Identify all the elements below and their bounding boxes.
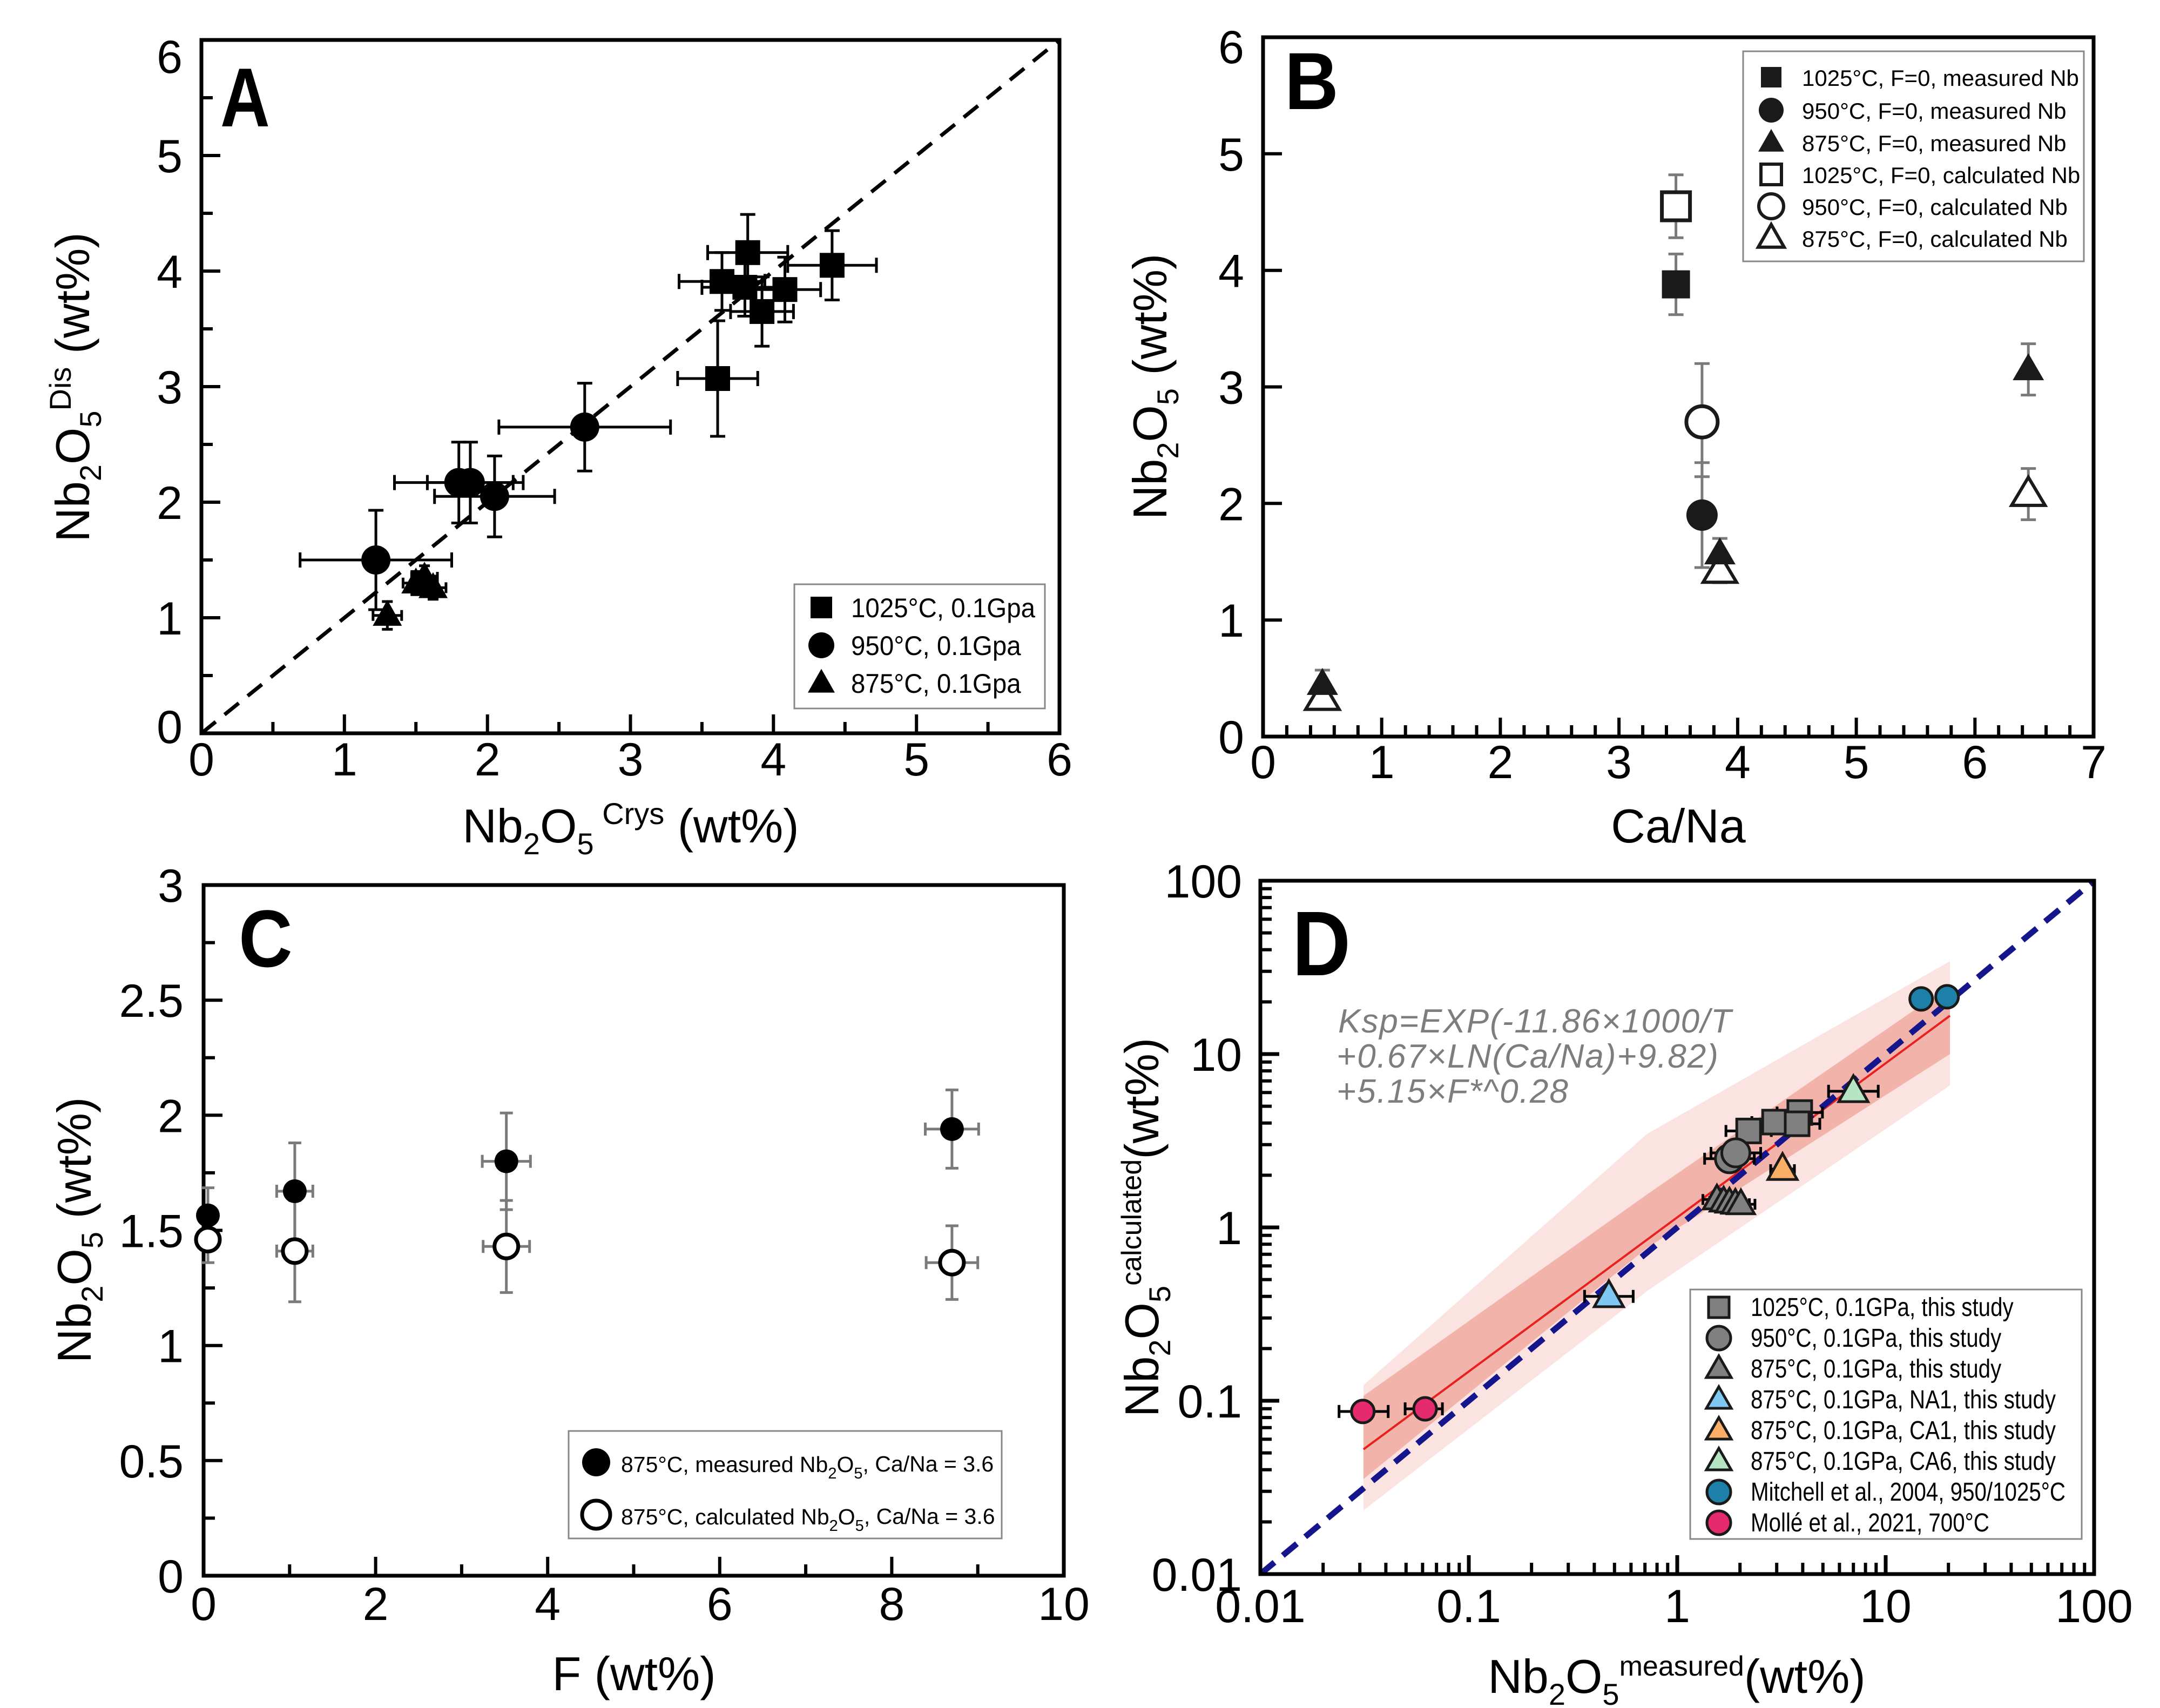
svg-text:875°C, 0.1Gpa: 875°C, 0.1Gpa bbox=[851, 669, 1022, 699]
svg-text:F (wt%): F (wt%) bbox=[552, 1647, 716, 1700]
svg-text:Nb2O5 Crys (wt%): Nb2O5 Crys (wt%) bbox=[462, 796, 799, 861]
svg-text:5: 5 bbox=[1218, 129, 1244, 181]
svg-text:875°C, 0.1GPa, CA1, this study: 875°C, 0.1GPa, CA1, this study bbox=[1751, 1416, 2056, 1445]
svg-text:D: D bbox=[1292, 892, 1351, 995]
svg-text:0.01: 0.01 bbox=[1215, 1581, 1305, 1632]
svg-text:1: 1 bbox=[1218, 595, 1244, 647]
svg-text:2.5: 2.5 bbox=[119, 975, 184, 1027]
svg-text:A: A bbox=[220, 51, 270, 145]
svg-text:4: 4 bbox=[1725, 737, 1751, 788]
svg-text:950°C, F=0, measured Nb: 950°C, F=0, measured Nb bbox=[1802, 98, 2067, 124]
svg-text:4: 4 bbox=[760, 734, 786, 786]
svg-text:3: 3 bbox=[1606, 737, 1632, 788]
svg-text:0: 0 bbox=[157, 701, 183, 753]
svg-text:1: 1 bbox=[332, 734, 357, 786]
svg-text:6: 6 bbox=[1047, 734, 1072, 786]
svg-text:0: 0 bbox=[1218, 712, 1244, 764]
svg-text:4: 4 bbox=[157, 246, 183, 298]
svg-text:4: 4 bbox=[535, 1578, 561, 1630]
svg-text:875°C, 0.1GPa, this study: 875°C, 0.1GPa, this study bbox=[1751, 1355, 2002, 1383]
svg-text:Ksp=EXP(-11.86×1000/T: Ksp=EXP(-11.86×1000/T bbox=[1338, 1003, 1733, 1040]
svg-text:950°C, 0.1GPa, this study: 950°C, 0.1GPa, this study bbox=[1751, 1324, 2002, 1353]
svg-text:1: 1 bbox=[158, 1321, 184, 1373]
svg-text:5: 5 bbox=[157, 131, 183, 183]
svg-text:8: 8 bbox=[879, 1578, 905, 1630]
svg-text:0.5: 0.5 bbox=[119, 1436, 184, 1488]
svg-text:1: 1 bbox=[157, 593, 183, 645]
svg-text:10: 10 bbox=[1038, 1578, 1090, 1630]
svg-text:0: 0 bbox=[158, 1551, 184, 1603]
svg-text:1: 1 bbox=[1216, 1203, 1242, 1254]
svg-text:3: 3 bbox=[1218, 362, 1244, 414]
svg-text:2: 2 bbox=[475, 734, 501, 786]
svg-text:1025°C, F=0, measured Nb: 1025°C, F=0, measured Nb bbox=[1802, 65, 2079, 91]
svg-text:Mitchell et al., 2004, 950/102: Mitchell et al., 2004, 950/1025°C bbox=[1751, 1478, 2066, 1507]
svg-text:1025°C, F=0, calculated Nb: 1025°C, F=0, calculated Nb bbox=[1802, 163, 2080, 188]
svg-text:Mollé et al., 2021, 700°C: Mollé et al., 2021, 700°C bbox=[1751, 1509, 1989, 1537]
svg-text:1025°C, 0.1Gpa: 1025°C, 0.1Gpa bbox=[851, 593, 1036, 623]
svg-text:5: 5 bbox=[1844, 737, 1869, 788]
svg-text:100: 100 bbox=[1165, 856, 1243, 908]
svg-text:875°C, 0.1GPa, CA6, this study: 875°C, 0.1GPa, CA6, this study bbox=[1751, 1447, 2056, 1476]
svg-text:875°C, F=0, calculated Nb: 875°C, F=0, calculated Nb bbox=[1802, 226, 2068, 252]
svg-text:875°C, 0.1GPa, NA1, this study: 875°C, 0.1GPa, NA1, this study bbox=[1751, 1386, 2056, 1414]
svg-text:6: 6 bbox=[707, 1578, 733, 1630]
svg-text:1: 1 bbox=[1369, 737, 1395, 788]
svg-text:2: 2 bbox=[363, 1578, 389, 1630]
svg-text:2: 2 bbox=[157, 477, 183, 529]
svg-text:2: 2 bbox=[1487, 737, 1513, 788]
svg-text:4: 4 bbox=[1218, 246, 1244, 298]
svg-text:Nb2O5 (wt%): Nb2O5 (wt%) bbox=[48, 1097, 109, 1363]
svg-text:5: 5 bbox=[903, 734, 929, 786]
svg-text:1: 1 bbox=[1664, 1581, 1690, 1632]
svg-text:Ca/Na: Ca/Na bbox=[1611, 799, 1745, 853]
svg-text:100: 100 bbox=[2055, 1581, 2133, 1632]
svg-text:Nb2O5 (wt%): Nb2O5 (wt%) bbox=[1123, 254, 1185, 520]
svg-text:7: 7 bbox=[2081, 737, 2107, 788]
svg-text:1025°C, 0.1GPa, this study: 1025°C, 0.1GPa, this study bbox=[1751, 1293, 2014, 1322]
svg-text:10: 10 bbox=[1190, 1029, 1242, 1081]
svg-text:B: B bbox=[1285, 36, 1339, 127]
svg-text:C: C bbox=[239, 894, 293, 984]
svg-text:+0.67×LN(Ca/Na)+9.82): +0.67×LN(Ca/Na)+9.82) bbox=[1336, 1038, 1719, 1075]
svg-text:6: 6 bbox=[157, 31, 183, 83]
svg-text:950°C, F=0, calculated Nb: 950°C, F=0, calculated Nb bbox=[1802, 194, 2068, 220]
svg-text:2: 2 bbox=[1218, 478, 1244, 530]
svg-text:6: 6 bbox=[1218, 22, 1244, 73]
svg-text:2: 2 bbox=[158, 1090, 184, 1142]
svg-text:0: 0 bbox=[191, 1578, 217, 1630]
svg-text:6: 6 bbox=[1962, 737, 1988, 788]
svg-text:+5.15×F*^0.28: +5.15×F*^0.28 bbox=[1336, 1073, 1569, 1110]
svg-text:Nb2O5measured(wt%): Nb2O5measured(wt%) bbox=[1488, 1650, 1865, 1708]
svg-text:0.1: 0.1 bbox=[1436, 1581, 1501, 1632]
svg-text:0.1: 0.1 bbox=[1177, 1376, 1242, 1428]
svg-text:1.5: 1.5 bbox=[119, 1206, 184, 1258]
svg-text:0: 0 bbox=[188, 734, 214, 786]
svg-text:0: 0 bbox=[1250, 737, 1276, 788]
svg-text:950°C, 0.1Gpa: 950°C, 0.1Gpa bbox=[851, 631, 1022, 661]
svg-text:3: 3 bbox=[618, 734, 644, 786]
svg-text:10: 10 bbox=[1860, 1581, 1912, 1632]
svg-text:875°C, F=0, measured Nb: 875°C, F=0, measured Nb bbox=[1802, 131, 2067, 156]
svg-text:3: 3 bbox=[158, 860, 184, 912]
svg-text:3: 3 bbox=[157, 362, 183, 414]
svg-text:0.01: 0.01 bbox=[1152, 1549, 1242, 1601]
